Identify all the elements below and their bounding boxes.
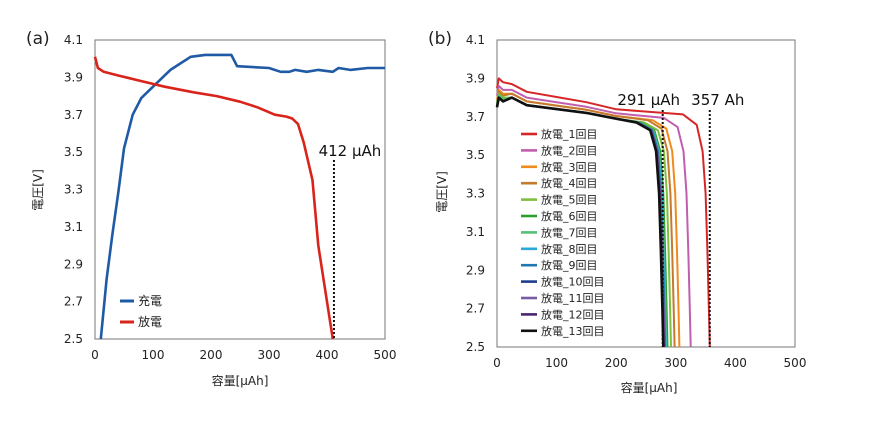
plot-area-a — [94, 39, 386, 340]
y-tick-label: 3.5 — [466, 148, 485, 162]
legend-bg — [517, 306, 617, 322]
y-tick-label: 2.9 — [64, 257, 83, 271]
plot-area-b — [496, 39, 796, 348]
legend-b: 放電_1回目放電_2回目放電_3回目放電_4回目放電_5回目放電_6回目放電_7… — [517, 126, 617, 338]
chart-b: (b) 2.5 2.7 2.9 3.1 3.3 3.5 3.7 3.9 4.1 0 100 200 3… — [428, 29, 806, 395]
legend-label-3: 放電_3回目 — [541, 160, 598, 174]
legend-bg — [517, 257, 617, 273]
legend-label-9: 放電_9回目 — [541, 258, 598, 272]
legend-bg — [517, 240, 617, 256]
y-tick-label: 2.5 — [466, 340, 485, 354]
y-tick-label: 3.1 — [466, 225, 485, 239]
legend-a: 充電 放電 — [120, 293, 162, 329]
legend-label-13: 放電_13回目 — [541, 324, 605, 338]
chart-a: (a) 2.5 2.7 2.9 3.1 3.3 3.5 3.7 3.9 4.1 0 100 200 3… — [26, 29, 396, 388]
legend-bg — [517, 142, 617, 158]
series-line-discharge-13 — [495, 96, 665, 348]
y-tick-label: 2.9 — [466, 263, 485, 277]
x-tick-label: 500 — [784, 356, 807, 370]
y-tick-label: 3.5 — [64, 145, 83, 159]
legend-label-charge: 充電 — [138, 293, 162, 308]
legend-label-discharge: 放電 — [138, 314, 162, 329]
y-tick-label: 3.7 — [64, 108, 83, 122]
y-tick-label: 3.1 — [64, 220, 83, 234]
x-tick-label: 400 — [724, 356, 747, 370]
y-tick-label: 4.1 — [64, 33, 83, 47]
x-tick-label: 100 — [142, 348, 165, 362]
x-tick-label: 300 — [258, 348, 281, 362]
annotation-357-ah: 357 Ah — [691, 91, 744, 109]
legend-label-12: 放電_12回目 — [541, 307, 605, 321]
legend-label-10: 放電_10回目 — [541, 275, 605, 289]
series-line-discharge-1 — [496, 77, 711, 348]
legend-bg — [517, 158, 617, 174]
legend-label-2: 放電_2回目 — [541, 143, 598, 157]
x-tick-label: 0 — [91, 348, 99, 362]
legend-label-11: 放電_11回目 — [541, 291, 605, 305]
x-tick-label: 500 — [374, 348, 397, 362]
panel-b-label: (b) — [428, 29, 452, 49]
x-tick-label: 100 — [545, 356, 568, 370]
legend-label-7: 放電_7回目 — [541, 225, 598, 239]
x-axis-label-a: 容量[μAh] — [212, 373, 269, 388]
y-tick-label: 4.1 — [466, 33, 485, 47]
legend-label-5: 放電_5回目 — [541, 193, 598, 207]
legend-label-4: 放電_4回目 — [541, 176, 598, 190]
panel-a-label: (a) — [26, 29, 50, 49]
y-tick-label: 3.3 — [64, 183, 83, 197]
series-line-discharge-4 — [496, 90, 676, 348]
series-line-charge — [99, 53, 385, 340]
y-tick-label: 2.5 — [64, 332, 83, 346]
legend-bg — [517, 224, 617, 240]
y-tick-label: 3.3 — [466, 187, 485, 201]
x-tick-label: 400 — [316, 348, 339, 362]
x-tick-label: 200 — [605, 356, 628, 370]
annotation-291-uah: 291 μAh — [617, 91, 680, 109]
x-tick-label: 200 — [200, 348, 223, 362]
x-tick-label: 0 — [493, 356, 501, 370]
y-tick-label: 2.7 — [466, 302, 485, 316]
annotation-412-uah: 412 μAh — [319, 142, 382, 160]
y-axis-label-b: 電圧[V] — [435, 171, 449, 213]
legend-bg — [517, 191, 617, 207]
legend-bg — [517, 322, 617, 338]
y-tick-label: 3.7 — [466, 110, 485, 124]
y-tick-label: 3.9 — [466, 71, 485, 85]
y-tick-label: 2.7 — [64, 295, 83, 309]
x-axis-label-b: 容量[μAh] — [621, 380, 678, 395]
series-line-discharge-2 — [496, 85, 692, 348]
x-tick-label: 300 — [664, 356, 687, 370]
y-tick-label: 3.9 — [64, 70, 83, 84]
legend-bg — [517, 126, 617, 141]
legend-label-8: 放電_8回目 — [541, 242, 598, 256]
legend-bg — [517, 290, 617, 305]
legend-label-6: 放電_6回目 — [541, 209, 598, 223]
legend-label-1: 放電_1回目 — [541, 127, 598, 141]
y-axis-label-a: 電圧[V] — [31, 169, 45, 211]
legend-bg — [517, 175, 617, 191]
legend-bg — [517, 208, 617, 223]
series-line-discharge — [93, 56, 335, 340]
legend-bg — [517, 273, 617, 289]
